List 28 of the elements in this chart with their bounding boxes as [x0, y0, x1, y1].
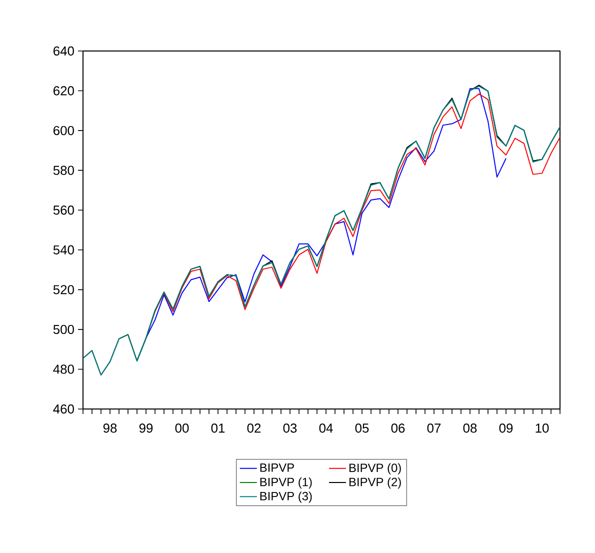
x-tick-label: 04: [319, 424, 333, 433]
legend-label: BIPVP (0): [349, 463, 401, 474]
y-tick-label: 460: [53, 404, 74, 414]
legend-label: BIPVP (3): [260, 492, 312, 503]
x-tick-label: 07: [427, 424, 441, 433]
y-tick-label: 540: [53, 245, 74, 254]
y-tick-label: 640: [54, 46, 74, 56]
x-tick-label: 08: [463, 424, 477, 433]
y-tick-label: 620: [54, 86, 74, 96]
x-tick-label: 00: [175, 424, 189, 433]
y-tick-label: 520: [53, 285, 74, 294]
y-tick-label: 500: [53, 324, 74, 334]
y-tick-label: 480: [53, 364, 74, 374]
x-tick-label: 01: [211, 424, 225, 433]
x-tick-label: 99: [139, 424, 153, 433]
x-tick-label: 09: [499, 424, 513, 433]
y-tick-label: 600: [54, 126, 74, 136]
x-tick-label: 10: [536, 424, 549, 433]
y-tick-label: 560: [53, 206, 74, 215]
x-tick-label: 98: [103, 424, 117, 433]
x-tick-label: 06: [391, 424, 405, 433]
x-tick-label: 02: [247, 424, 261, 433]
y-tick-label: 580: [53, 166, 74, 175]
legend-label: BIPVP: [260, 464, 294, 472]
legend-label: BIPVP (1): [260, 477, 312, 489]
legend-label: BIPVP (2): [349, 477, 401, 489]
x-tick-label: 03: [283, 424, 297, 433]
x-tick-label: 05: [355, 424, 369, 433]
